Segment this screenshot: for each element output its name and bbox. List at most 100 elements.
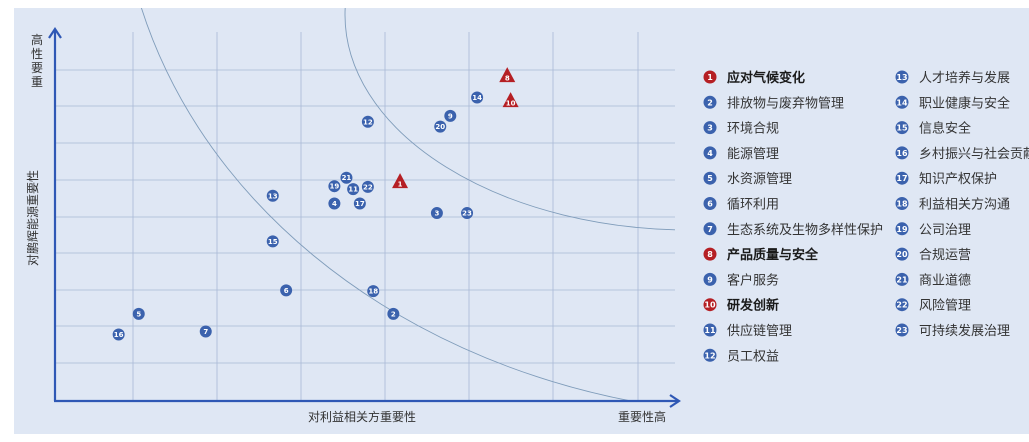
point-label: 12 <box>363 118 373 126</box>
legend-item-4: 4 能源管理 <box>703 146 779 162</box>
point-10: 10 <box>502 92 519 108</box>
legend-label: 合规运营 <box>919 248 971 263</box>
dot-marker <box>199 325 212 338</box>
legend-label: 供应链管理 <box>727 323 792 339</box>
legend-marker <box>895 146 909 160</box>
legend-number: 3 <box>707 124 713 133</box>
point-label: 2 <box>391 310 396 318</box>
legend-label: 风险管理 <box>919 299 971 314</box>
legend: 1 应对气候变化 2 排放物与废弃物管理 3 环境合规 4 能源管理 5 水资源管理 6 循环利用 7 生… <box>703 70 1029 364</box>
dot-marker <box>328 197 341 210</box>
dot-marker <box>461 207 474 220</box>
point-label: 13 <box>268 192 278 200</box>
dot-marker <box>361 115 374 128</box>
legend-number: 17 <box>896 174 907 183</box>
legend-item-14: 14 职业健康与安全 <box>895 95 1010 111</box>
point-21: 21 <box>340 171 353 184</box>
legend-number: 7 <box>707 225 713 234</box>
point-12: 12 <box>361 115 374 128</box>
point-23: 23 <box>461 207 474 220</box>
point-22: 22 <box>361 180 374 193</box>
point-label: 19 <box>330 183 340 191</box>
axes <box>48 27 681 408</box>
legend-label: 应对气候变化 <box>727 70 805 86</box>
point-2: 2 <box>387 307 400 320</box>
legend-label: 能源管理 <box>727 147 779 162</box>
legend-label: 产品质量与安全 <box>727 247 819 263</box>
dot-marker <box>444 109 457 122</box>
point-label: 15 <box>268 238 278 246</box>
point-label: 9 <box>448 112 453 120</box>
dot-marker <box>367 285 380 298</box>
point-1: 1 <box>392 173 409 189</box>
legend-item-19: 19 公司治理 <box>895 222 971 238</box>
legend-label: 人才培养与发展 <box>919 70 1010 86</box>
y-axis-label: 对鹏辉能源重要性 <box>26 170 40 266</box>
legend-marker <box>895 272 909 286</box>
legend-number: 14 <box>896 98 908 107</box>
legend-item-5: 5 水资源管理 <box>703 171 792 187</box>
legend-item-1: 1 应对气候变化 <box>703 70 805 86</box>
legend-item-12: 12 员工权益 <box>703 348 779 364</box>
legend-marker <box>703 146 717 160</box>
point-7: 7 <box>199 325 212 338</box>
legend-marker <box>895 121 909 135</box>
point-label: 8 <box>505 75 510 83</box>
point-label: 23 <box>462 210 472 218</box>
legend-number: 21 <box>896 275 908 284</box>
legend-item-7: 7 生态系统及生物多样性保护 <box>703 222 883 238</box>
legend-marker <box>703 348 717 362</box>
legend-number: 19 <box>896 225 908 234</box>
legend-label: 环境合规 <box>727 122 779 137</box>
legend-number: 16 <box>896 149 908 158</box>
legend-marker <box>895 298 909 312</box>
legend-number: 10 <box>704 301 716 310</box>
legend-number: 20 <box>896 250 908 259</box>
point-label: 4 <box>332 200 337 208</box>
legend-number: 11 <box>704 326 716 335</box>
legend-number: 4 <box>707 149 713 158</box>
y-axis-high-char: 高 <box>31 32 43 47</box>
legend-item-16: 16 乡村振兴与社会贡献 <box>895 146 1029 162</box>
point-label: 16 <box>114 331 124 339</box>
legend-marker <box>703 323 717 337</box>
legend-label: 排放物与废弃物管理 <box>727 95 844 111</box>
y-axis-high-char: 性 <box>31 47 43 61</box>
point-19: 19 <box>328 180 341 193</box>
legend-marker <box>895 222 909 236</box>
legend-label: 职业健康与安全 <box>919 95 1010 111</box>
point-11: 11 <box>347 183 360 196</box>
legend-label: 乡村振兴与社会贡献 <box>919 146 1029 162</box>
dot-marker <box>112 328 125 341</box>
legend-item-17: 17 知识产权保护 <box>895 171 997 187</box>
legend-item-22: 22 风险管理 <box>895 298 971 314</box>
legend-label: 水资源管理 <box>727 172 792 187</box>
legend-label: 员工权益 <box>727 348 779 364</box>
legend-label: 生态系统及生物多样性保护 <box>727 222 883 238</box>
legend-label: 公司治理 <box>919 223 971 238</box>
dot-marker <box>353 197 366 210</box>
legend-item-15: 15 信息安全 <box>895 121 971 137</box>
legend-number: 15 <box>896 124 908 133</box>
legend-number: 13 <box>896 73 907 82</box>
dot-marker <box>266 235 279 248</box>
legend-number: 6 <box>707 200 713 209</box>
legend-number: 23 <box>896 326 907 335</box>
point-label: 17 <box>355 200 365 208</box>
legend-number: 1 <box>707 73 713 82</box>
dot-marker <box>347 183 360 196</box>
grid-lines <box>55 32 675 400</box>
point-17: 17 <box>353 197 366 210</box>
dot-marker <box>280 284 293 297</box>
triangle-marker <box>392 173 409 189</box>
materiality-threshold-curves <box>141 8 675 401</box>
point-9: 9 <box>444 109 457 122</box>
point-label: 5 <box>136 310 141 318</box>
point-5: 5 <box>132 307 145 320</box>
legend-marker <box>703 272 717 286</box>
legend-marker <box>895 323 909 337</box>
